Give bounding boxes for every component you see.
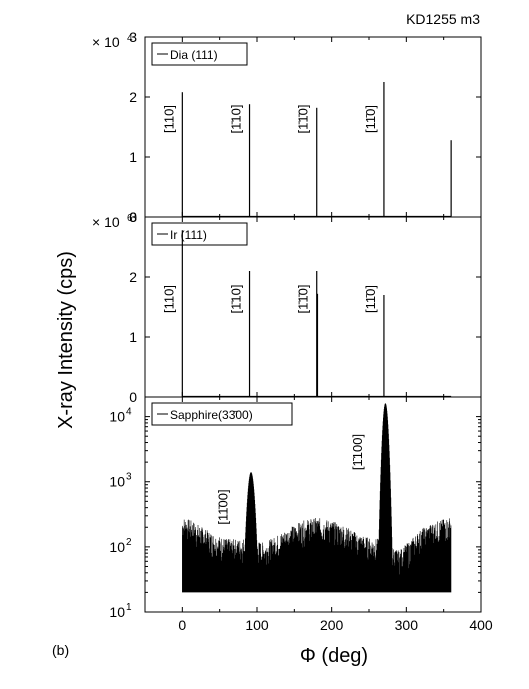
x-tick-label: 100 [245, 617, 269, 633]
panel-label: (b) [52, 642, 69, 658]
y-tick-label: 0 [129, 389, 137, 405]
x-axis-label: Φ (deg) [300, 645, 368, 667]
legend-label: Dia (111) [170, 48, 218, 62]
legend-box [151, 42, 248, 66]
y-tick-label: 3 [129, 209, 137, 225]
peak-annotation: [1̄1̄0] [296, 285, 311, 314]
y-tick-label: 1 [129, 329, 137, 345]
y-tick-label: 10 [109, 474, 125, 490]
peak-annotation: [11̄0] [363, 285, 378, 313]
panel-ir-111: 0 1 2 3 × 10 6 Ir (111) [110] [1̄10] [1̄1̄0] [11̄0… [92, 209, 482, 405]
y-tick-exponent: 1 [126, 602, 132, 613]
legend-box [151, 222, 248, 246]
series-sapphire-trace [182, 403, 452, 593]
y-tick-label: 10 [109, 539, 125, 555]
peak-annotation: [110] [161, 105, 176, 133]
peak-annotation: [110] [161, 285, 176, 313]
y-tick-label: 2 [129, 269, 137, 285]
y-tick-label: 0 [129, 209, 137, 225]
x-tick-label: 400 [469, 617, 493, 633]
legend-box [151, 402, 293, 426]
y-tick-label: 3 [129, 29, 137, 45]
scale-factor-exponent: 4 [127, 33, 133, 44]
peak-annotation: [1̄100] [350, 434, 365, 470]
y-axis-label: X-ray Intensity (cps) [55, 251, 77, 429]
scale-factor-label: × 10 [92, 34, 120, 50]
y-tick-exponent: 2 [126, 537, 132, 548]
x-tick-label: 0 [178, 617, 186, 633]
y-tick-label: 10 [109, 604, 125, 620]
y-tick-label: 1 [129, 149, 137, 165]
peak-annotation: [1̄10] [229, 285, 244, 314]
panel-dia-111: 0 1 2 3 × 10 4 Dia (111) [110] [1̄10] [1̄1̄0] [11̄… [92, 29, 482, 225]
x-tick-label: 200 [320, 617, 344, 633]
peak-annotation: [1̄1̄0] [296, 105, 311, 134]
plot-frame [144, 396, 482, 613]
peak-annotation: [11̄0] [363, 105, 378, 133]
peak-annotation: [1̄10] [229, 105, 244, 134]
legend-label: Sapphire(33̄00) [170, 408, 253, 422]
legend-label: Ir (111) [170, 228, 207, 242]
x-tick-label: 300 [395, 617, 419, 633]
peak-annotation: [11̄00] [216, 489, 231, 524]
scale-factor-exponent: 6 [127, 213, 133, 224]
y-tick-exponent: 4 [126, 407, 132, 418]
scale-factor-label: × 10 [92, 214, 120, 230]
sample-label: KD1255 m3 [406, 11, 480, 27]
y-tick-label: 2 [129, 89, 137, 105]
y-tick-label: 10 [109, 409, 125, 425]
y-tick-exponent: 3 [126, 472, 132, 483]
panel-sapphire-3300: 10 110 210 310 40 100 200 300 400Sapphire(33̄00)… [109, 396, 493, 633]
